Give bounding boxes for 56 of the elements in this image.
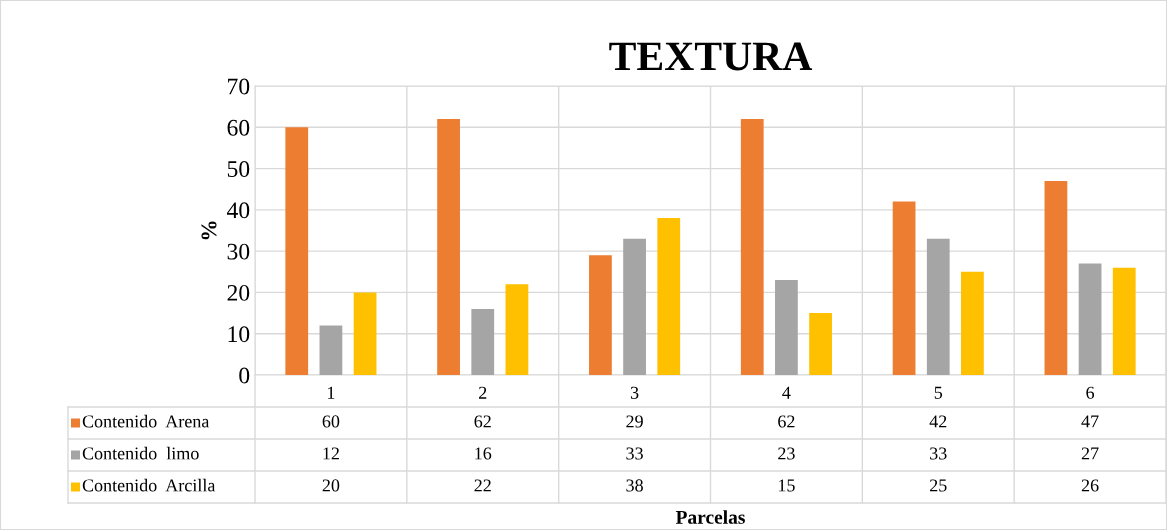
- bar: [657, 218, 681, 375]
- data-label: 47: [1081, 415, 1099, 428]
- data-label: 22: [474, 479, 491, 492]
- data-label: 62: [474, 415, 491, 428]
- data-label: 20: [322, 479, 340, 492]
- text: Parcelas: [675, 510, 745, 524]
- bar: [926, 238, 950, 375]
- data-label: 33: [930, 447, 947, 460]
- bar: [471, 308, 495, 375]
- bar: [775, 280, 798, 375]
- bar: [437, 119, 460, 375]
- data-label: 16: [475, 447, 492, 460]
- data-label: 27: [1081, 447, 1099, 460]
- y-tick-label: 60: [227, 119, 250, 136]
- bar: [623, 238, 646, 375]
- y-tick-label: 30: [227, 243, 250, 260]
- bar: [589, 255, 612, 375]
- x-tick-label: 1: [327, 386, 335, 399]
- y-tick-label: 0: [239, 367, 250, 384]
- bar: [1112, 267, 1136, 375]
- data-label: 12: [323, 447, 339, 460]
- chart-title: TEXTURA: [609, 42, 813, 71]
- data-label: 15: [778, 479, 795, 492]
- x-tick-label: 5: [934, 386, 943, 399]
- data-label: 29: [626, 415, 643, 428]
- legend-label: Contenido limo: [82, 446, 199, 460]
- bar: [1044, 180, 1068, 375]
- y-tick-label: 10: [228, 326, 250, 343]
- bar: [285, 127, 309, 375]
- bar: [740, 119, 764, 375]
- bar: [353, 292, 377, 375]
- y-tick-label: 50: [227, 161, 250, 177]
- legend-label: Contenido Arena: [82, 414, 210, 428]
- y-tick-label: 20: [227, 284, 250, 301]
- x-tick-label: 3: [630, 386, 639, 399]
- data-label: 33: [626, 447, 643, 460]
- bar: [505, 284, 529, 375]
- data-label: 23: [778, 447, 795, 460]
- legend-label: Contenido Arcilla: [82, 478, 216, 492]
- data-label: 62: [778, 415, 795, 428]
- y-tick-label: 40: [226, 202, 250, 219]
- bar: [961, 271, 984, 375]
- data-label: 38: [626, 479, 643, 492]
- bar: [1078, 263, 1102, 375]
- bar: [319, 325, 343, 375]
- y-axis-title: %: [201, 221, 217, 240]
- data-label: 26: [1081, 479, 1099, 492]
- y-tick-label: 70: [228, 78, 250, 95]
- x-tick-label: 4: [782, 386, 791, 399]
- x-tick-label: 6: [1086, 386, 1095, 399]
- bar: [892, 201, 916, 375]
- data-label: 25: [930, 479, 947, 492]
- data-label: 42: [929, 415, 947, 428]
- data-label: 60: [322, 415, 340, 428]
- x-tick-label: 2: [479, 386, 487, 399]
- bar: [809, 313, 832, 375]
